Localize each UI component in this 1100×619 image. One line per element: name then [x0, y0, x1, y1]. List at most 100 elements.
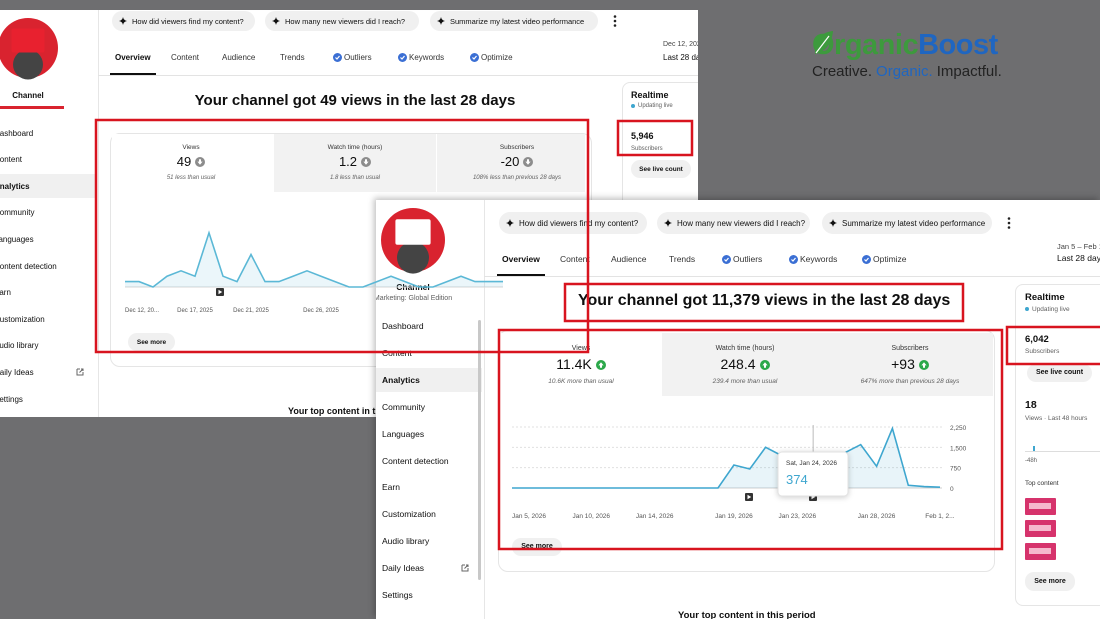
tab[interactable]: Outliers	[344, 52, 372, 62]
date-range: Jan 5 – Feb 1,	[1057, 241, 1100, 251]
avatar-person	[397, 241, 429, 274]
tab[interactable]: Optimize	[873, 254, 907, 264]
metric-tab[interactable]	[112, 134, 273, 192]
tab[interactable]: Overview	[115, 52, 151, 62]
y-tick-label: 750	[950, 466, 961, 473]
nav-item[interactable]: Customization	[0, 314, 45, 324]
more-dot	[613, 24, 617, 27]
avatar	[381, 208, 445, 274]
metric-tab[interactable]	[828, 333, 993, 396]
tab-underline	[497, 274, 545, 276]
tab-icon-mark	[791, 257, 796, 262]
sparkle-icon	[829, 219, 837, 227]
nav-item[interactable]: Daily Ideas	[0, 367, 34, 377]
metric-value: 49	[176, 154, 192, 169]
tab[interactable]: Trends	[669, 254, 696, 264]
nav-item[interactable]: Earn	[382, 482, 400, 493]
nav-item[interactable]: Languages	[0, 234, 34, 244]
nav-item[interactable]: Community	[0, 208, 35, 218]
metric-value-row: 11.4K	[521, 355, 641, 373]
line-series	[125, 230, 503, 288]
nav-item[interactable]: Audio library	[382, 536, 430, 547]
sparkle-shape	[506, 219, 514, 227]
metric-value-row: +93	[850, 355, 970, 373]
nav-item[interactable]: Audio library	[0, 341, 39, 351]
see-more-button[interactable]: See more	[128, 333, 175, 351]
tab[interactable]: Outliers	[733, 254, 763, 264]
highlight-box	[497, 328, 1004, 551]
tab-icon-mark	[400, 55, 405, 60]
x-tick-label: Dec 17, 2025	[177, 308, 213, 314]
nav-item[interactable]: Content detection	[0, 261, 57, 271]
tab[interactable]: Keywords	[800, 254, 838, 264]
footer-heading: Your top content in this period	[678, 609, 816, 619]
tagline-word: Impactful.	[936, 63, 1002, 80]
period: Last 28 da	[663, 52, 698, 62]
nav-item[interactable]: Settings	[0, 394, 23, 404]
tab[interactable]: Optimize	[481, 52, 513, 62]
nav-item[interactable]: Dashboard	[0, 128, 34, 138]
see-more-button[interactable]: See more	[512, 538, 562, 556]
prompt-chip[interactable]: How many new viewers did I reach?	[265, 11, 419, 31]
nav-item[interactable]: Languages	[382, 428, 425, 439]
live-count-button[interactable]: See live count	[631, 160, 691, 178]
prompt-text: Summarize my latest video performance	[842, 218, 986, 228]
nav-item[interactable]: Analytics	[382, 374, 420, 385]
tab[interactable]: Audience	[222, 52, 256, 62]
views-48h-label: Views · Last 48 hours	[1025, 414, 1088, 422]
tab-icon	[862, 254, 871, 264]
prompt-chip[interactable]: How many new viewers did I reach?	[657, 212, 810, 234]
metric-tab[interactable]	[500, 333, 662, 396]
y-tick-label: 1,500	[950, 445, 967, 452]
trend-arrow	[363, 159, 369, 165]
tab[interactable]: Keywords	[409, 52, 445, 62]
more-dot	[1007, 226, 1011, 229]
nav-item[interactable]: Community	[382, 401, 425, 412]
metric-note: 51 less than usual	[166, 175, 216, 181]
top-content-see-more[interactable]: See more	[1025, 572, 1075, 591]
line-area	[125, 232, 503, 287]
tab-icon	[398, 52, 407, 62]
realtime-status: Updating live	[1032, 305, 1070, 313]
prompt-chip[interactable]: How did viewers find my content?	[112, 11, 255, 31]
sparkle-icon	[119, 17, 127, 25]
metric-value-row: 248.4	[685, 355, 805, 373]
nav-item[interactable]: Earn	[0, 288, 11, 298]
tab[interactable]: Trends	[280, 52, 305, 62]
metric-note: 1.8 less than usual	[329, 175, 381, 181]
more-menu-icon	[1007, 217, 1011, 229]
prompt-chip[interactable]: Summarize my latest video performance	[822, 212, 992, 234]
y-tick-label: 0	[950, 486, 954, 493]
nav-item[interactable]: Dashboard	[382, 321, 424, 331]
tab[interactable]: Content	[560, 254, 590, 264]
prompt-chip[interactable]: How did viewers find my content?	[499, 212, 647, 234]
nav-item[interactable]: Content	[0, 155, 23, 165]
metric-tab[interactable]	[662, 333, 828, 396]
external-link-shape	[461, 564, 469, 572]
nav-item[interactable]: Settings	[382, 590, 413, 600]
nav-item[interactable]: Customization	[382, 509, 436, 520]
metric-tab[interactable]	[437, 134, 585, 192]
sparkle-icon	[437, 17, 445, 25]
tab-divider	[484, 276, 1100, 277]
metric-label: Watch time (hours)	[327, 143, 383, 151]
sparkle-icon	[506, 219, 514, 227]
tab[interactable]: Overview	[502, 254, 540, 264]
x-tick-label: Feb 1, 2...	[925, 513, 954, 520]
see-more-text: See more	[136, 338, 167, 346]
nav-item[interactable]: Daily Ideas	[382, 563, 425, 574]
nav-item[interactable]: Content detection	[382, 455, 449, 466]
tab[interactable]: Audience	[611, 254, 647, 264]
channel-name: Channel	[12, 90, 44, 100]
tab[interactable]: Content	[171, 52, 200, 62]
prompt-text: How many new viewers did I reach?	[285, 16, 406, 26]
mini-chart-baseline	[1025, 451, 1100, 452]
live-count-button[interactable]: See live count	[1027, 364, 1092, 382]
sparkle-shape	[272, 17, 280, 25]
metric-tab[interactable]	[274, 134, 436, 192]
brand-word-2: Boost	[918, 29, 998, 61]
nav-item[interactable]: Analytics	[0, 181, 30, 191]
more-menu-icon	[613, 15, 617, 27]
prompt-chip[interactable]: Summarize my latest video performance	[430, 11, 598, 31]
thumbnail-detail	[1029, 525, 1051, 531]
